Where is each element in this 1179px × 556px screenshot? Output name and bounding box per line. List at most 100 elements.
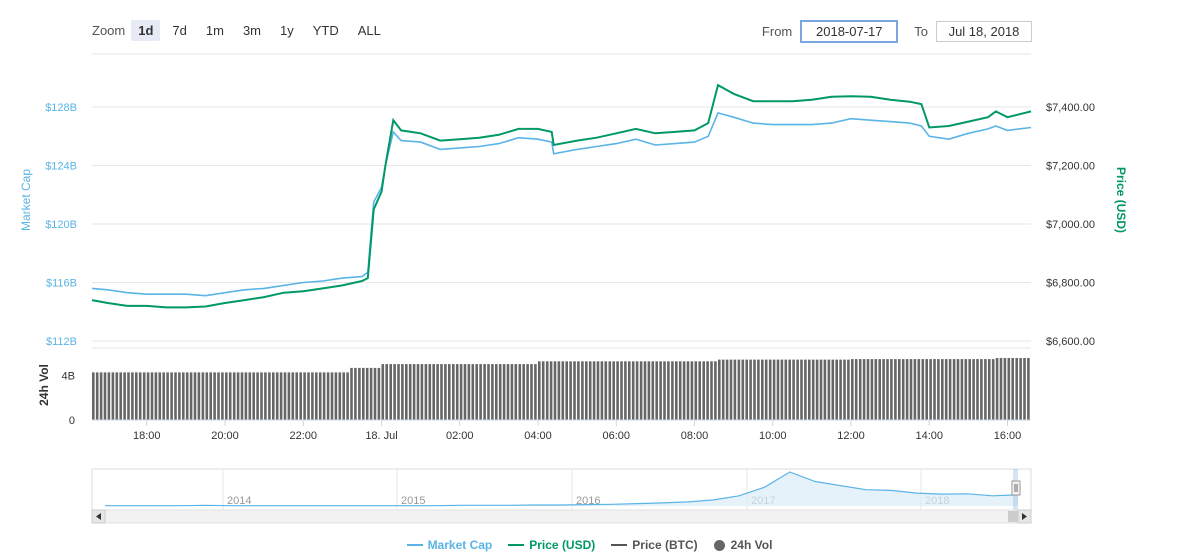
volume-bar [491, 364, 494, 420]
volume-bar [991, 359, 995, 420]
from-label: From [761, 24, 793, 39]
left-axis-title: Market Cap [19, 169, 33, 231]
volume-bar [330, 372, 334, 420]
volume-bar [741, 359, 745, 420]
volume-bar [600, 361, 604, 420]
volume-bar [780, 359, 784, 420]
volume-bar [921, 359, 925, 420]
volume-bar [538, 361, 541, 420]
volume-bar [698, 361, 701, 420]
volume-bar [788, 359, 791, 420]
volume-bar [119, 372, 122, 420]
legend-item-24h-vol[interactable]: 24h Vol [713, 538, 772, 552]
right-axis-tick-label: $7,200.00 [1046, 161, 1095, 173]
volume-bar [115, 372, 119, 420]
volume-bar [972, 359, 975, 420]
volume-bar [346, 372, 349, 420]
volume-bar [784, 359, 788, 420]
volume-bar [182, 372, 185, 420]
x-axis-tick-label: 22:00 [290, 430, 318, 442]
volume-bar [757, 359, 760, 420]
volume-bar [401, 364, 404, 420]
x-axis-tick-label: 02:00 [446, 430, 474, 442]
x-axis-ticks: 18:00 20:00 22:00 18. Jul 02:00 04:00 06:00 08:… [133, 420, 1021, 442]
volume-bar [952, 359, 956, 420]
volume-bar [162, 372, 165, 420]
volume-bar [463, 364, 467, 420]
volume-bar [702, 361, 705, 420]
zoom-3m-button[interactable]: 3m [242, 23, 261, 38]
volume-bar [604, 361, 608, 420]
volume-bar [475, 364, 478, 420]
volume-bar [968, 359, 971, 420]
x-axis-tick-label: 12:00 [837, 430, 865, 442]
volume-bar [166, 372, 169, 420]
volume-bar [917, 359, 921, 420]
volume-bar [502, 364, 506, 420]
volume-bar [956, 359, 960, 420]
legend-item-market-cap[interactable]: Market Cap [406, 538, 492, 552]
volume-bar [596, 361, 600, 420]
x-axis-tick-label: 20:00 [211, 430, 239, 442]
volume-bar [420, 364, 424, 420]
volume-bar [843, 359, 846, 420]
volume-bar [933, 359, 936, 420]
volume-bar [643, 361, 647, 420]
legend-24h-vol-swatch [713, 539, 725, 551]
volume-bar [1015, 358, 1018, 420]
legend-item-price-usd[interactable]: Price (USD) [508, 538, 595, 552]
navigator-year-label: 2015 [401, 495, 425, 507]
volume-bar [878, 359, 881, 420]
to-date-input[interactable]: Jul 18, 2018 [936, 21, 1032, 42]
zoom-1m-button[interactable]: 1m [205, 23, 224, 38]
volume-bar [901, 359, 905, 420]
volume-bar [874, 359, 878, 420]
volume-bar [146, 372, 150, 420]
volume-bar [725, 359, 729, 420]
volume-bar [92, 372, 95, 420]
volume-bar [452, 364, 455, 420]
zoom-ytd-button[interactable]: YTD [312, 23, 339, 38]
scrollbar-track[interactable] [91, 509, 1032, 524]
volume-bar [389, 364, 392, 420]
volume-bar [217, 372, 220, 420]
volume-bar [358, 367, 361, 420]
legend-item-price-btc[interactable]: Price (BTC) [611, 538, 698, 552]
volume-bar [248, 372, 252, 420]
volume-bar [1007, 358, 1011, 420]
volume-bar [440, 364, 443, 420]
volume-bar [256, 372, 259, 420]
volume-bar [686, 361, 690, 420]
volume-bar [444, 364, 447, 420]
volume-bar [412, 364, 416, 420]
volume-bar [890, 359, 893, 420]
volume-bar [976, 359, 979, 420]
volume-bars [92, 358, 1030, 420]
volume-bar [471, 364, 475, 420]
zoom-1y-button[interactable]: 1y [280, 23, 294, 38]
volume-bar [514, 364, 518, 420]
legend-price-usd-label: Price (USD) [529, 538, 596, 552]
from-date-input[interactable]: 2018-07-17 [800, 20, 899, 43]
left-axis-ticks: $112B $116B $120B $124B $128B [45, 102, 77, 348]
volume-bar [995, 358, 999, 420]
zoom-1d-button[interactable]: 1d [131, 20, 161, 41]
volume-bar [311, 372, 314, 420]
volume-bar [506, 364, 510, 420]
volume-bar [898, 359, 901, 420]
navigator-handle[interactable] [1011, 480, 1021, 496]
volume-bar [221, 372, 224, 420]
legend-market-cap-swatch [406, 544, 423, 546]
volume-bar [639, 361, 643, 420]
scrollbar-thumb[interactable] [1008, 511, 1018, 522]
volume-bar [616, 361, 619, 420]
zoom-all-button[interactable]: ALL [357, 23, 381, 38]
right-axis-tick-label: $6,600.00 [1046, 336, 1095, 348]
volume-bar [647, 361, 651, 420]
volume-bar [776, 359, 780, 420]
volume-bar [123, 372, 126, 420]
zoom-7d-button[interactable]: 7d [172, 23, 187, 38]
volume-bar [608, 361, 612, 420]
volume-bar [279, 372, 283, 420]
volume-bar [272, 372, 275, 420]
